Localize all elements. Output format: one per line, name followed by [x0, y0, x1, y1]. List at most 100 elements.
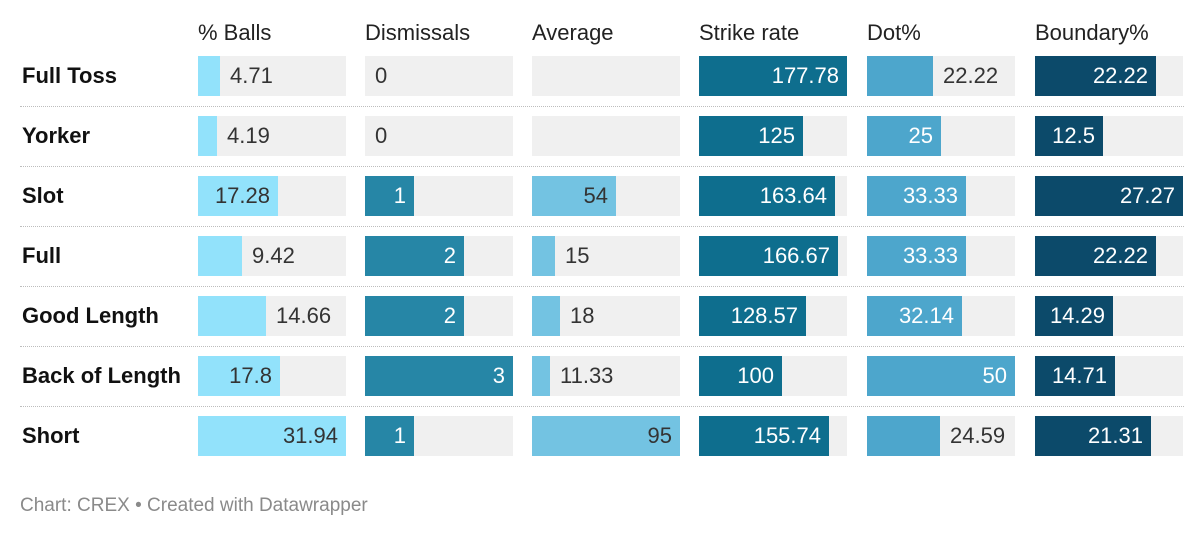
table-cell: 18: [532, 296, 680, 336]
table-cell: 22.22: [1035, 56, 1183, 96]
cell-value: 33.33: [902, 243, 958, 268]
cell-value: 31.94: [282, 423, 338, 448]
table-cell: 2: [365, 296, 513, 336]
cell-value: 32.14: [898, 303, 954, 328]
table-cell: 155.74: [699, 416, 847, 456]
table-cell: 1: [365, 416, 513, 456]
table-cell: 14.66: [198, 296, 346, 336]
value-bar: [867, 176, 966, 216]
chart-footer: Chart: CREX • Created with Datawrapper: [20, 495, 368, 516]
table-cell: 95: [532, 416, 680, 456]
value-bar: [1035, 416, 1151, 456]
column-header: % Balls: [198, 20, 272, 45]
cell-value: 15: [565, 243, 590, 268]
value-bar: [198, 116, 217, 156]
cell-value: 54: [583, 183, 608, 208]
table-cell: [532, 56, 680, 96]
table-cell: 166.67: [699, 236, 847, 276]
table-cell: 22.22: [1035, 236, 1183, 276]
table-cell: 1: [365, 176, 513, 216]
value-bar: [532, 176, 616, 216]
value-bar: [198, 296, 266, 336]
cell-value: 18: [570, 303, 595, 328]
row-label: Full Toss: [22, 63, 117, 88]
table-cell: 54: [532, 176, 680, 216]
column-header: Strike rate: [699, 20, 800, 45]
cell-value: 24.59: [950, 423, 1006, 448]
table-cell: 50: [867, 356, 1015, 396]
table-cell: 21.31: [1035, 416, 1183, 456]
cell-value: 177.78: [771, 63, 839, 88]
table-cell: 15: [532, 236, 680, 276]
cell-value: 166.67: [762, 243, 830, 268]
value-bar: [532, 296, 560, 336]
bowling-length-table: % Balls Dismissals Average Strike rate Dot% B…: [20, 20, 1184, 456]
table-cell: 31.94: [198, 416, 346, 456]
row-label: Yorker: [22, 123, 91, 148]
table-cell: 2: [365, 236, 513, 276]
cell-value: 163.64: [759, 183, 827, 208]
table-cell: 163.64: [699, 176, 847, 216]
cell-value: 95: [647, 423, 672, 448]
value-bar: [1035, 56, 1156, 96]
value-bar: [1035, 116, 1103, 156]
row-label: Full: [22, 243, 62, 268]
cell-value: 155.74: [753, 423, 821, 448]
value-bar: [532, 356, 550, 396]
value-bar: [699, 116, 803, 156]
cell-value: 9.42: [252, 243, 295, 268]
table-cell: 17.28: [198, 176, 346, 216]
value-bar: [867, 356, 1015, 396]
cell-value: 25: [908, 123, 933, 148]
row-label: Back of Length: [22, 363, 181, 388]
row-divider: [20, 406, 1184, 407]
value-bar: [198, 416, 346, 456]
value-bar: [867, 56, 933, 96]
value-bar: [365, 236, 464, 276]
table-cell: 17.8: [198, 356, 346, 396]
row-divider: [20, 286, 1184, 287]
value-bar: [867, 296, 962, 336]
cell-value: 22.22: [1092, 243, 1148, 268]
value-bar: [365, 416, 414, 456]
table-cell: 24.59: [867, 416, 1015, 456]
cell-value: 11.33: [560, 363, 614, 388]
value-bar: [532, 416, 680, 456]
table-cell: 32.14: [867, 296, 1015, 336]
table-cell: 33.33: [867, 236, 1015, 276]
column-header: Boundary%: [1035, 20, 1149, 45]
row-divider: [20, 106, 1184, 107]
cell-value: 17.8: [229, 363, 272, 388]
value-bar: [699, 356, 782, 396]
table-cell: 33.33: [867, 176, 1015, 216]
value-bar: [1035, 296, 1113, 336]
table-cell: 25: [867, 116, 1015, 156]
cell-value: 128.57: [730, 303, 798, 328]
table-cell: 12.5: [1035, 116, 1183, 156]
column-header: Dot%: [867, 20, 921, 45]
value-bar: [198, 56, 220, 96]
table-cell: 14.29: [1035, 296, 1183, 336]
table-cell: [532, 116, 680, 156]
cell-value: 27.27: [1119, 183, 1175, 208]
row-divider: [20, 346, 1184, 347]
cell-value: 22.22: [943, 63, 999, 88]
column-header: Average: [532, 20, 614, 45]
table-cell: 125: [699, 116, 847, 156]
cell-value: 22.22: [1092, 63, 1148, 88]
value-bar: [198, 356, 280, 396]
cell-value: 3: [492, 363, 505, 388]
table-cell: 27.27: [1035, 176, 1183, 216]
cell-value: 14.71: [1051, 363, 1107, 388]
cell-value: 1: [393, 423, 406, 448]
table-cell: 0: [365, 56, 513, 96]
table-cell: 9.42: [198, 236, 346, 276]
value-bar: [867, 116, 941, 156]
table-cell: 4.19: [198, 116, 346, 156]
cell-value: 2: [443, 303, 456, 328]
value-bar: [699, 416, 829, 456]
value-bar: [365, 296, 464, 336]
cell-value: 17.28: [214, 183, 270, 208]
value-bar: [699, 296, 806, 336]
value-bar: [1035, 356, 1115, 396]
